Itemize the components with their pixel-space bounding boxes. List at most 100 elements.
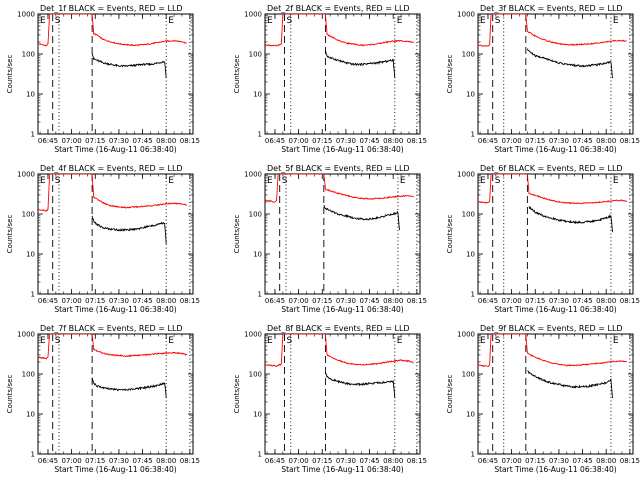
y-axis-label: Counts/sec [446,55,454,94]
plot-frame [477,173,634,295]
marker-label-e-start: E [267,336,273,346]
x-tick-label: 07:30 [109,137,129,145]
y-tick-label: 1000 [17,331,35,339]
chart-title: Det_4f BLACK = Events, RED = LLD [40,164,183,173]
x-tick-label: 07:30 [336,457,356,465]
x-tick-label: 07:45 [359,457,379,465]
marker-label-s: S [55,16,61,26]
x-tick-label: 06:45 [265,137,285,145]
detector-chart: Det_7f BLACK = Events, RED = LLD 1 10 100 10… [6,324,200,474]
detector-chart: Det_3f BLACK = Events, RED = LLD 1 10 100 10… [446,4,640,154]
events-series-line [91,377,167,399]
x-axis-label: Start Time (16-Aug-11 06:38:40) [494,145,616,154]
y-tick-label: 1 [471,451,475,459]
chart-title: Det_3f BLACK = Events, RED = LLD [480,4,623,13]
x-tick-label: 07:15 [312,457,332,465]
x-tick-label: 08:00 [596,137,616,145]
y-tick-label: 10 [26,251,35,259]
marker-label-e-end: E [613,176,619,186]
x-tick-label: 08:15 [180,297,200,305]
marker-label-e-start: E [267,16,273,26]
events-series-line [91,53,167,79]
marker-label-s: S [286,16,292,26]
x-tick-label: 07:15 [525,297,545,305]
x-tick-label: 06:45 [265,297,285,305]
y-tick-label: 10 [26,91,35,99]
y-axis-label: Counts/sec [233,375,241,414]
x-tick-label: 06:45 [478,137,498,145]
y-tick-label: 10 [466,411,475,419]
x-tick-label: 08:15 [620,297,640,305]
marker-label-e-end: E [397,336,403,346]
lld-series-line [478,174,627,205]
y-tick-label: 1000 [244,171,262,179]
y-tick-label: 1 [258,451,262,459]
marker-label-e-start: E [40,176,46,186]
plot-frame [477,333,634,455]
y-tick-label: 1 [258,291,262,299]
marker-label-e-end: E [397,16,403,26]
x-axis-label: Start Time (16-Aug-11 06:38:40) [281,465,403,474]
y-tick-label: 10 [253,251,262,259]
x-tick-label: 07:45 [132,137,152,145]
x-tick-label: 07:15 [85,137,105,145]
x-tick-label: 08:15 [407,297,427,305]
x-tick-label: 07:45 [132,297,152,305]
chart-title: Det_7f BLACK = Events, RED = LLD [40,324,183,333]
events-series-line [324,372,396,399]
x-tick-label: 07:45 [359,137,379,145]
chart-title: Det_9f BLACK = Events, RED = LLD [480,324,623,333]
plot-frame [477,13,634,135]
lld-series-line [38,334,188,360]
y-tick-label: 1 [258,131,262,139]
x-tick-label: 07:30 [549,137,569,145]
x-tick-label: 08:00 [596,297,616,305]
detector-chart: Det_4f BLACK = Events, RED = LLD 1 10 100 10… [6,164,200,314]
y-tick-label: 1000 [457,11,475,19]
marker-label-e-start: E [267,176,273,186]
x-tick-label: 07:00 [62,457,82,465]
x-tick-label: 07:45 [359,297,379,305]
x-tick-label: 08:00 [156,297,176,305]
plot-frame [264,173,421,295]
chart-title: Det_6f BLACK = Events, RED = LLD [480,164,623,173]
x-tick-label: 08:15 [180,457,200,465]
x-axis-label: Start Time (16-Aug-11 06:38:40) [54,145,176,154]
x-axis-label: Start Time (16-Aug-11 06:38:40) [281,145,403,154]
x-tick-label: 07:00 [502,297,522,305]
x-tick-label: 07:15 [525,137,545,145]
plot-frame [37,333,194,455]
marker-label-s: S [495,336,501,346]
x-tick-label: 07:30 [549,297,569,305]
events-series-line [527,370,613,399]
y-tick-label: 1000 [244,331,262,339]
y-tick-label: 100 [462,211,475,219]
lld-series-line [478,334,627,368]
y-tick-label: 100 [249,371,262,379]
marker-label-s: S [55,176,61,186]
marker-label-e-start: E [480,16,486,26]
x-tick-label: 07:15 [312,137,332,145]
x-tick-label: 06:45 [38,297,58,305]
x-tick-label: 07:15 [525,457,545,465]
x-tick-label: 08:00 [383,457,403,465]
plot-frame [264,13,421,135]
x-tick-label: 07:45 [132,457,152,465]
x-tick-label: 08:15 [407,137,427,145]
y-tick-label: 1000 [457,331,475,339]
lld-series-line [38,14,187,47]
x-axis-label: Start Time (16-Aug-11 06:38:40) [54,305,176,314]
detector-chart: Det_1f BLACK = Events, RED = LLD 1 10 100 10… [6,4,200,154]
x-tick-label: 07:15 [85,297,105,305]
x-axis-label: Start Time (16-Aug-11 06:38:40) [494,305,616,314]
x-tick-label: 08:15 [620,137,640,145]
marker-label-s: S [282,176,288,186]
events-series-line [91,215,167,244]
y-tick-label: 10 [466,91,475,99]
y-tick-label: 10 [26,411,35,419]
x-tick-label: 07:30 [109,297,129,305]
lld-series-line [478,14,627,47]
chart-title: Det_8f BLACK = Events, RED = LLD [267,324,410,333]
x-tick-label: 07:30 [336,297,356,305]
y-tick-label: 1 [31,451,35,459]
